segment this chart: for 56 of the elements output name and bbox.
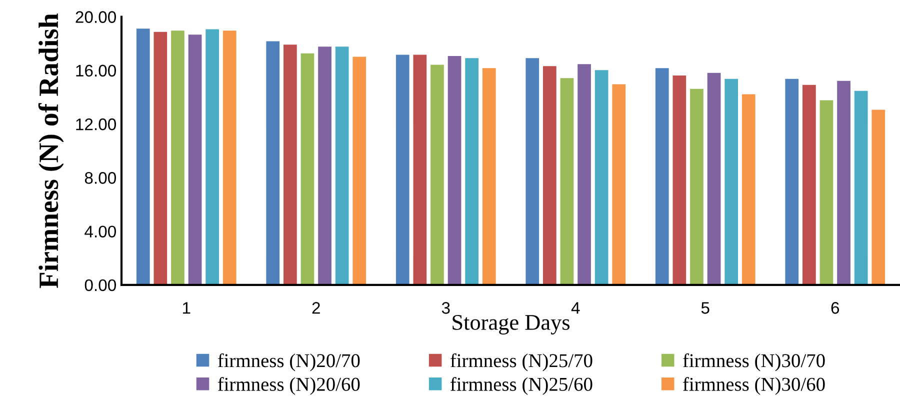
bar [300, 52, 315, 285]
x-tick-label: 2 [312, 302, 320, 314]
bar [836, 80, 852, 285]
bar [654, 67, 670, 285]
bar [395, 54, 410, 285]
bar [542, 65, 558, 285]
bar [152, 31, 168, 285]
bar [689, 88, 704, 285]
bar [870, 108, 886, 285]
legend-label: firmness (N)30/60 [683, 377, 825, 395]
y-tick-label: 8.00 [84, 172, 116, 184]
legend-label: firmness (N)25/60 [450, 377, 592, 395]
y-tick-label: 0.00 [84, 279, 116, 292]
bar [412, 54, 428, 285]
y-tick-label: 12.00 [76, 118, 116, 130]
bar [741, 93, 756, 285]
bar [524, 57, 540, 285]
bar [170, 30, 186, 285]
x-tick-label: 6 [831, 302, 840, 314]
legend-label: firmness (N)20/70 [218, 353, 360, 372]
bar [482, 67, 497, 285]
bar [576, 63, 592, 285]
bar [317, 46, 332, 285]
bar [559, 77, 574, 285]
legend-label: firmness (N)20/60 [218, 377, 360, 395]
y-tick-label: 20.00 [76, 11, 116, 23]
y-tick-label: 16.00 [76, 64, 116, 77]
legend-label: firmness (N)25/70 [450, 353, 592, 372]
x-tick-label: 3 [442, 302, 450, 314]
bar [724, 78, 739, 285]
legend-label: firmness (N)30/70 [683, 353, 825, 372]
bar [611, 83, 626, 285]
bar [136, 28, 151, 285]
x-tick-label: 4 [571, 302, 580, 314]
bar [854, 90, 869, 285]
x-tick-label: 1 [183, 302, 190, 314]
bar [265, 40, 280, 285]
y-axis-title: Firmness (N) of Radish [38, 14, 64, 288]
bar [447, 55, 462, 285]
x-tick-label: 5 [701, 302, 710, 314]
bar [802, 84, 817, 285]
bar [784, 78, 800, 285]
x-axis-title: Storage Days [452, 314, 570, 334]
bar [188, 34, 203, 285]
bar [204, 28, 220, 285]
bar [222, 30, 238, 285]
bar [282, 44, 298, 285]
bar [706, 72, 722, 285]
y-tick-label: 4.00 [84, 226, 116, 238]
bar [430, 64, 445, 285]
bar [352, 56, 367, 285]
bar [334, 46, 350, 285]
bar [672, 74, 687, 285]
bar [594, 69, 610, 285]
bar [818, 99, 834, 285]
bar [464, 57, 480, 285]
